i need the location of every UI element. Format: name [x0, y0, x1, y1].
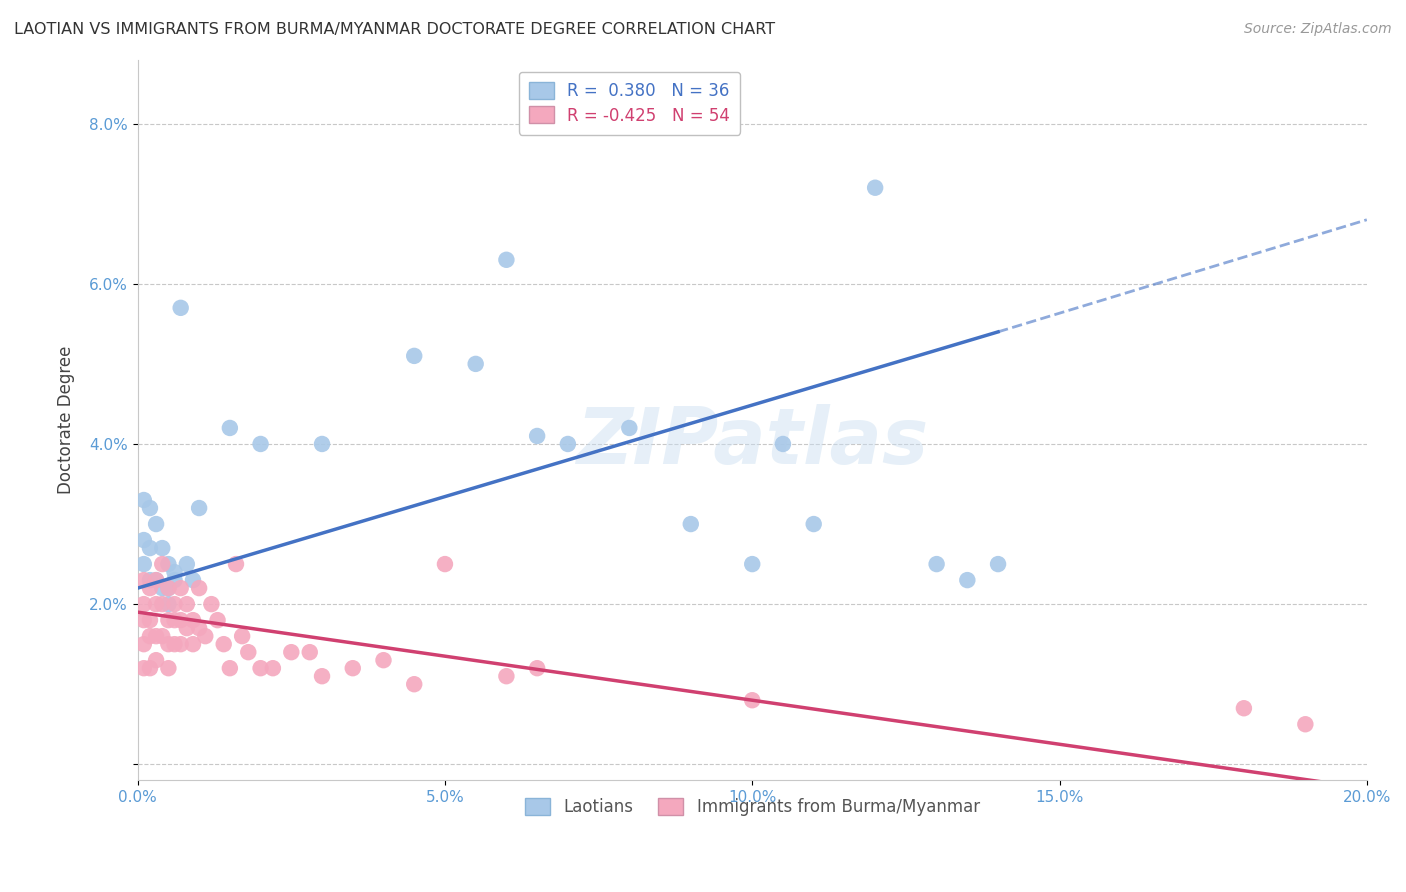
Point [495, 669, 517, 683]
Point [679, 517, 702, 532]
Point [176, 557, 198, 571]
Point [311, 437, 333, 451]
Point [145, 573, 167, 587]
Point [212, 637, 235, 651]
Point [157, 581, 180, 595]
Point [163, 613, 186, 627]
Point [619, 421, 641, 435]
Point [200, 597, 222, 611]
Point [557, 437, 579, 451]
Point [139, 581, 162, 595]
Point [987, 557, 1010, 571]
Point [157, 597, 180, 611]
Point [925, 557, 948, 571]
Point [132, 493, 155, 508]
Text: LAOTIAN VS IMMIGRANTS FROM BURMA/MYANMAR DOCTORATE DEGREE CORRELATION CHART: LAOTIAN VS IMMIGRANTS FROM BURMA/MYANMAR… [14, 22, 775, 37]
Point [145, 597, 167, 611]
Point [956, 573, 979, 587]
Point [404, 349, 426, 363]
Point [526, 429, 548, 443]
Point [181, 637, 204, 651]
Point [150, 629, 173, 643]
Point [404, 677, 426, 691]
Point [132, 661, 155, 675]
Point [157, 581, 180, 595]
Point [145, 517, 167, 532]
Point [188, 501, 211, 516]
Point [181, 573, 204, 587]
Legend: Laotians, Immigrants from Burma/Myanmar: Laotians, Immigrants from Burma/Myanmar [515, 788, 990, 826]
Point [741, 693, 763, 707]
Point [176, 621, 198, 635]
Point [1294, 717, 1316, 731]
Point [298, 645, 321, 659]
Point [495, 252, 517, 267]
Point [139, 613, 162, 627]
Point [132, 597, 155, 611]
Point [170, 581, 193, 595]
Point [249, 437, 271, 451]
Point [181, 613, 204, 627]
Point [231, 629, 253, 643]
Point [464, 357, 486, 371]
Point [163, 573, 186, 587]
Point [145, 653, 167, 667]
Point [157, 661, 180, 675]
Point [170, 613, 193, 627]
Point [433, 557, 456, 571]
Point [342, 661, 364, 675]
Point [157, 557, 180, 571]
Point [139, 501, 162, 516]
Point [249, 661, 271, 675]
Point [157, 613, 180, 627]
Point [150, 557, 173, 571]
Point [803, 517, 825, 532]
Point [262, 661, 284, 675]
Point [194, 629, 217, 643]
Point [772, 437, 794, 451]
Point [238, 645, 260, 659]
Point [218, 421, 240, 435]
Point [150, 597, 173, 611]
Point [150, 581, 173, 595]
Text: Source: ZipAtlas.com: Source: ZipAtlas.com [1244, 22, 1392, 37]
Point [132, 637, 155, 651]
Point [741, 557, 763, 571]
Point [132, 533, 155, 547]
Y-axis label: Doctorate Degree: Doctorate Degree [58, 346, 75, 494]
Point [145, 629, 167, 643]
Point [163, 637, 186, 651]
Point [373, 653, 395, 667]
Point [225, 557, 247, 571]
Point [170, 637, 193, 651]
Text: ZIPatlas: ZIPatlas [576, 403, 928, 480]
Point [163, 597, 186, 611]
Point [1233, 701, 1256, 715]
Point [207, 613, 229, 627]
Point [280, 645, 302, 659]
Point [139, 629, 162, 643]
Point [132, 573, 155, 587]
Point [139, 541, 162, 555]
Point [188, 621, 211, 635]
Point [863, 180, 886, 194]
Point [176, 597, 198, 611]
Point [188, 581, 211, 595]
Point [150, 541, 173, 555]
Point [132, 557, 155, 571]
Point [170, 301, 193, 315]
Point [157, 637, 180, 651]
Point [163, 565, 186, 579]
Point [145, 573, 167, 587]
Point [526, 661, 548, 675]
Point [132, 613, 155, 627]
Point [218, 661, 240, 675]
Point [139, 573, 162, 587]
Point [311, 669, 333, 683]
Point [139, 661, 162, 675]
